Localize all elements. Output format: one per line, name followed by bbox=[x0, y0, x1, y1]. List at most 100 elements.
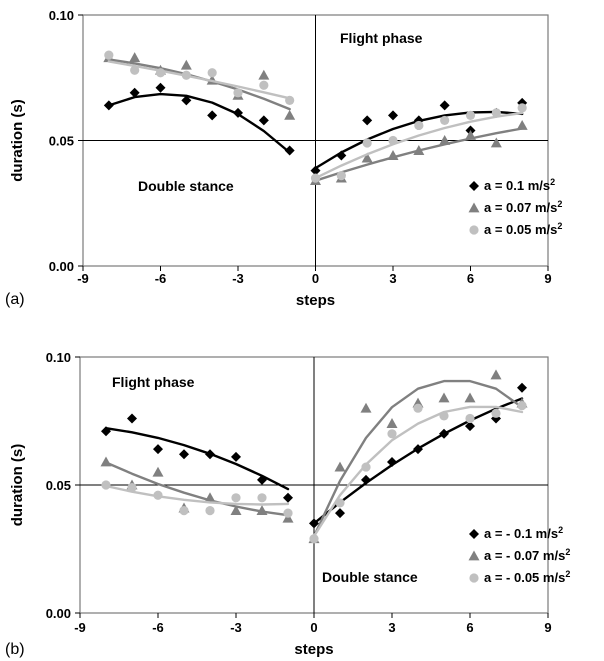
diamond-marker bbox=[439, 428, 449, 439]
diamond-marker bbox=[155, 82, 166, 93]
x-tick-label: 0 bbox=[310, 620, 317, 635]
trend-curve-right bbox=[312, 405, 524, 538]
x-tick-label: -9 bbox=[74, 620, 86, 635]
circle-marker bbox=[465, 110, 476, 120]
circle-marker bbox=[491, 408, 501, 418]
circle-marker bbox=[101, 480, 111, 490]
series-2: a = - 0.07 m/s2 bbox=[100, 369, 570, 563]
circle-marker bbox=[181, 70, 191, 80]
circle-marker bbox=[153, 490, 163, 500]
diamond-marker bbox=[207, 110, 218, 121]
legend-marker bbox=[469, 225, 479, 235]
triangle-marker bbox=[386, 418, 398, 428]
circle-marker bbox=[387, 429, 397, 439]
diamond-marker bbox=[179, 449, 189, 460]
diamond-marker bbox=[153, 444, 163, 455]
circle-marker bbox=[414, 120, 424, 131]
legend-label-superscript: 2 bbox=[557, 199, 562, 209]
triangle-marker bbox=[387, 150, 399, 160]
legend-label-superscript: 2 bbox=[565, 547, 570, 557]
legend-label: a = - 0.07 m/s2 bbox=[484, 547, 570, 563]
y-tick-label: 0.00 bbox=[49, 259, 74, 274]
circle-marker bbox=[362, 138, 372, 148]
legend-marker bbox=[468, 202, 480, 213]
x-tick-label: 6 bbox=[467, 271, 474, 286]
diamond-marker bbox=[103, 100, 114, 111]
circle-marker bbox=[259, 80, 269, 90]
y-tick-label: 0.10 bbox=[46, 350, 71, 365]
legend-label: a = 0.07 m/s2 bbox=[484, 199, 562, 215]
diamond-marker bbox=[231, 451, 241, 462]
y-tick-label: 0.10 bbox=[49, 8, 74, 23]
triangle-marker bbox=[230, 505, 242, 515]
circle-marker bbox=[231, 493, 241, 503]
circle-marker bbox=[310, 173, 321, 183]
legend-label-superscript: 2 bbox=[558, 525, 563, 535]
legend-label: a = - 0.1 m/s2 bbox=[484, 525, 563, 541]
circle-marker bbox=[361, 462, 371, 472]
diamond-marker bbox=[181, 95, 192, 106]
circle-marker bbox=[517, 103, 527, 113]
triangle-marker bbox=[258, 69, 270, 80]
legend-label-text: a = 0.1 m/s bbox=[484, 178, 550, 193]
circle-marker bbox=[440, 115, 450, 126]
trend-curve-left bbox=[107, 92, 291, 154]
diamond-marker bbox=[284, 145, 295, 156]
trend-curve-left bbox=[104, 427, 290, 491]
y-tick-label: 0.05 bbox=[49, 134, 74, 149]
diamond-marker bbox=[309, 518, 319, 529]
y-tick-label: 0.00 bbox=[46, 606, 71, 621]
series-3: a = - 0.05 m/s 2 bbox=[101, 401, 570, 585]
circle-marker bbox=[335, 498, 345, 508]
circle-marker bbox=[465, 413, 475, 424]
diamond-marker bbox=[258, 115, 269, 126]
x-tick-label: 9 bbox=[544, 620, 551, 635]
legend-label-superscript: 2 bbox=[550, 177, 555, 187]
region-annotation: Double stance bbox=[322, 569, 418, 585]
triangle-marker bbox=[490, 369, 502, 380]
chart-panel-a: -9 -6 -3 0 3 6 9 0.00 0.05 0.10 steps duration (s) (… bbox=[5, 8, 562, 309]
x-tick-label: -9 bbox=[77, 271, 89, 286]
trend-curve-left bbox=[104, 484, 290, 506]
diamond-marker bbox=[310, 165, 321, 176]
diamond-marker bbox=[517, 382, 527, 393]
diamond-marker bbox=[129, 87, 140, 98]
circle-marker bbox=[283, 508, 293, 518]
diamond-marker bbox=[335, 508, 345, 519]
legend-label-text: a = 0.05 m/s bbox=[484, 222, 557, 237]
legend-label-text: a = 0.07 m/s bbox=[484, 200, 557, 215]
panel-label: (b) bbox=[5, 641, 25, 658]
legend-marker bbox=[468, 550, 480, 561]
circle-marker bbox=[233, 88, 243, 98]
triangle-marker bbox=[465, 129, 476, 140]
diamond-marker bbox=[439, 100, 450, 111]
diamond-marker bbox=[388, 110, 398, 121]
triangle-marker bbox=[439, 135, 451, 145]
x-axis-label: steps bbox=[294, 641, 333, 658]
legend-label: a = 0.05 m/s2 bbox=[484, 221, 562, 237]
chart-panel-b: -9 -6 -3 0 3 6 9 0.00 0.05 0.10 steps duration (s) (… bbox=[5, 350, 570, 658]
y-axis-label: duration (s) bbox=[9, 444, 26, 527]
triangle-marker bbox=[180, 59, 192, 70]
x-tick-label: 3 bbox=[388, 620, 395, 635]
circle-marker bbox=[130, 65, 140, 75]
circle-marker bbox=[517, 401, 527, 411]
region-annotation: Flight phase bbox=[112, 374, 195, 390]
legend-marker bbox=[469, 573, 479, 583]
triangle-marker bbox=[284, 109, 296, 120]
triangle-marker bbox=[438, 392, 450, 403]
legend-marker bbox=[469, 181, 479, 191]
diamond-marker bbox=[127, 413, 137, 424]
circle-marker bbox=[257, 493, 267, 503]
legend-label: a = - 0.05 m/s2 bbox=[484, 569, 570, 585]
triangle-marker bbox=[413, 145, 425, 155]
x-tick-label: 3 bbox=[389, 271, 396, 286]
region-annotation: Flight phase bbox=[340, 30, 423, 46]
triangle-marker bbox=[490, 137, 502, 148]
diamond-marker bbox=[101, 426, 111, 437]
legend-label-text: a = - 0.05 m/s bbox=[484, 570, 565, 585]
x-tick-label: -6 bbox=[155, 271, 167, 286]
x-tick-label: -6 bbox=[152, 620, 164, 635]
diamond-marker bbox=[413, 444, 423, 455]
x-axis-label: steps bbox=[296, 292, 335, 309]
